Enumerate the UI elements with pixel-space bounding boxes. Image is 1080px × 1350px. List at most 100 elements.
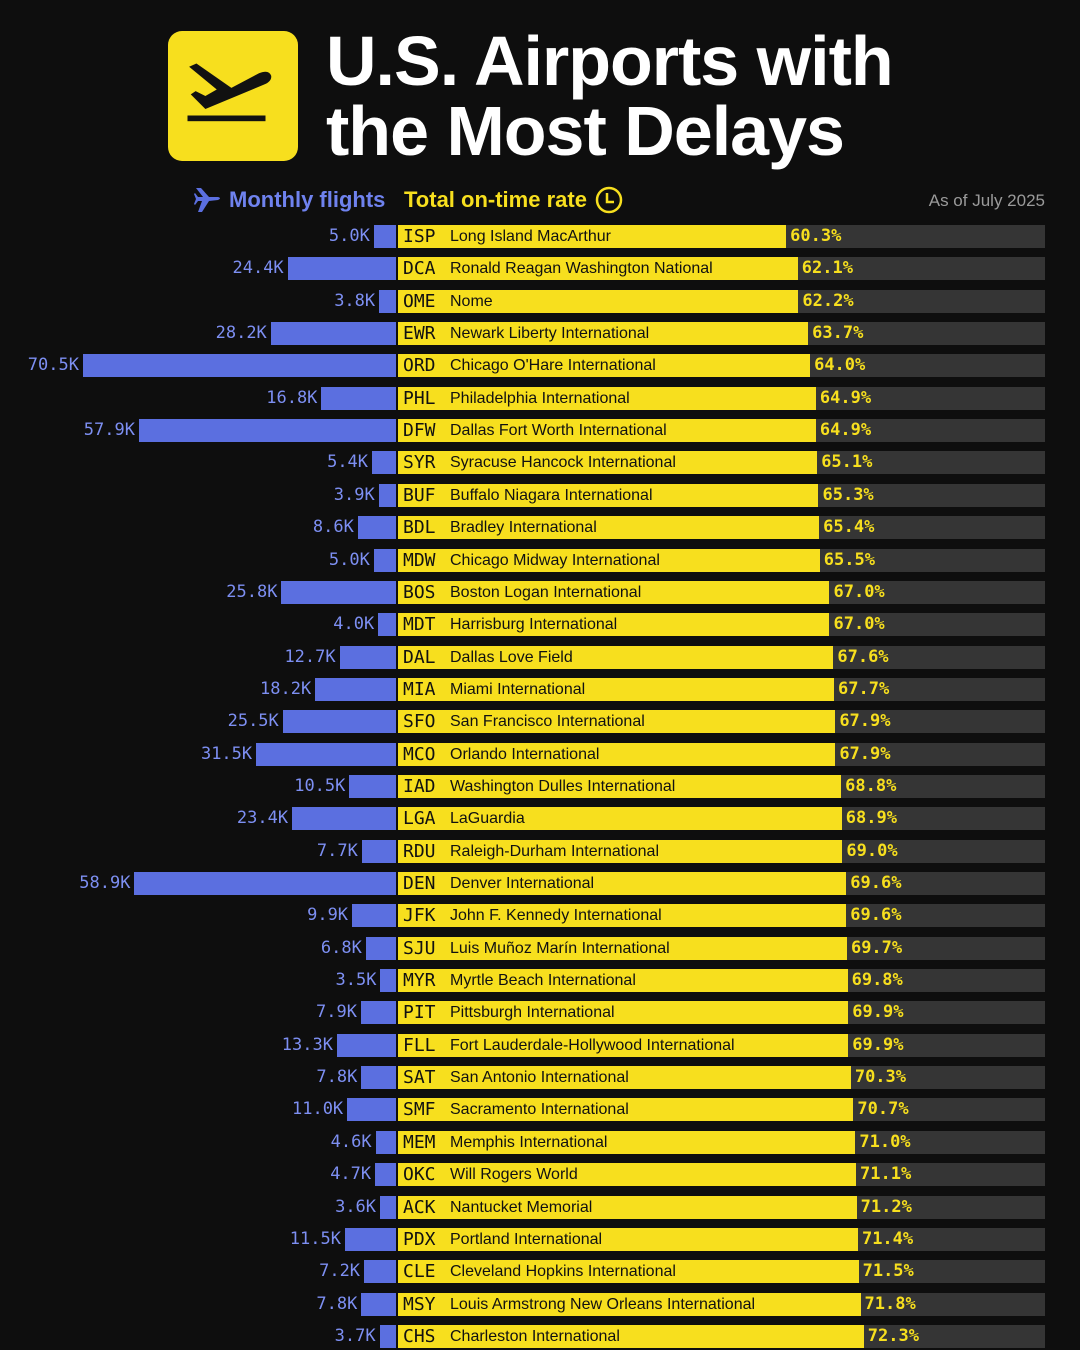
chart-row: 3.7K CHS Charleston International 72.3% bbox=[0, 1324, 1080, 1348]
flights-bar bbox=[361, 1066, 396, 1090]
airport-code: MDW bbox=[403, 549, 436, 571]
rate-value: 63.7% bbox=[812, 323, 864, 344]
airport-name: LaGuardia bbox=[450, 810, 525, 828]
chart-row: 3.5K MYR Myrtle Beach International 69.8% bbox=[0, 969, 1080, 993]
rate-bar bbox=[398, 774, 842, 798]
flights-bar bbox=[339, 645, 396, 669]
airport-code: SFO bbox=[403, 711, 436, 733]
flights-bar bbox=[378, 613, 396, 637]
rate-bar bbox=[398, 936, 847, 960]
rate-bar bbox=[398, 839, 843, 863]
flights-value: 25.8K bbox=[226, 581, 278, 602]
rate-value: 71.2% bbox=[860, 1196, 912, 1217]
rate-value: 62.1% bbox=[801, 258, 853, 279]
airport-name: San Antonio International bbox=[450, 1069, 629, 1087]
chart-row: 11.5K PDX Portland International 71.4% bbox=[0, 1227, 1080, 1251]
rate-bar bbox=[398, 516, 820, 540]
rate-value: 68.9% bbox=[845, 808, 897, 829]
chart-row: 8.6K BDL Bradley International 65.4% bbox=[0, 516, 1080, 540]
airport-code: ACK bbox=[403, 1196, 436, 1218]
flights-bar bbox=[373, 225, 396, 248]
departure-plane-icon bbox=[168, 31, 298, 161]
airport-name: Harrisburg International bbox=[450, 616, 618, 634]
airport-name: Long Island MacArthur bbox=[450, 228, 611, 245]
airport-code: SMF bbox=[403, 1099, 436, 1121]
flights-bar bbox=[379, 1324, 396, 1348]
airport-code: PIT bbox=[403, 1002, 436, 1024]
rate-bar bbox=[398, 451, 818, 475]
rate-bar bbox=[398, 548, 820, 572]
rate-value: 71.0% bbox=[859, 1131, 911, 1152]
chart-row: 7.8K MSY Louis Armstrong New Orleans Inter… bbox=[0, 1292, 1080, 1316]
rate-bar bbox=[398, 807, 842, 831]
flights-value: 8.6K bbox=[312, 517, 354, 538]
rate-value: 72.3% bbox=[867, 1325, 919, 1346]
rate-bar bbox=[398, 483, 819, 507]
chart-row: 4.6K MEM Memphis International 71.0% bbox=[0, 1130, 1080, 1154]
airport-name: Raleigh-Durham International bbox=[450, 842, 659, 860]
chart-row: 23.4K LGA LaGuardia 68.9% bbox=[0, 807, 1080, 831]
rate-bar bbox=[398, 386, 816, 410]
rate-value: 67.9% bbox=[839, 743, 891, 764]
flights-value: 3.7K bbox=[334, 1325, 376, 1346]
rate-value: 68.8% bbox=[845, 775, 897, 796]
airport-code: ORD bbox=[403, 355, 436, 377]
flights-value: 18.2K bbox=[260, 678, 312, 699]
flights-bar bbox=[380, 1195, 396, 1219]
plane-icon bbox=[194, 188, 220, 212]
legend-on-time-rate: Total on-time rate bbox=[404, 186, 623, 214]
chart-row: 16.8K PHL Philadelphia International 64.9% bbox=[0, 386, 1080, 410]
airport-name: Ronald Reagan Washington National bbox=[450, 260, 713, 278]
rate-value: 65.1% bbox=[821, 452, 873, 473]
flights-bar bbox=[282, 710, 396, 734]
rate-value: 67.6% bbox=[837, 646, 889, 667]
flights-value: 11.5K bbox=[289, 1228, 341, 1249]
chart-row: 5.0K MDW Chicago Midway International 65.5% bbox=[0, 548, 1080, 572]
airport-name: John F. Kennedy International bbox=[450, 907, 662, 925]
rate-value: 62.2% bbox=[802, 290, 854, 311]
airport-name: Nome bbox=[450, 292, 493, 310]
rate-bar bbox=[398, 613, 830, 637]
flights-bar bbox=[361, 1292, 396, 1316]
chart-row: 7.8K SAT San Antonio International 70.3% bbox=[0, 1066, 1080, 1090]
flights-value: 6.8K bbox=[320, 937, 362, 958]
rate-bar bbox=[398, 677, 835, 701]
flights-bar bbox=[380, 969, 396, 993]
airport-name: Luis Muñoz Marín International bbox=[450, 939, 670, 957]
airport-name: Pittsburgh International bbox=[450, 1004, 615, 1022]
flights-value: 70.5K bbox=[27, 355, 79, 376]
airport-code: RDU bbox=[403, 840, 436, 862]
chart-row: 6.8K SJU Luis Muñoz Marín International 69.… bbox=[0, 936, 1080, 960]
flights-bar bbox=[373, 548, 396, 572]
rate-value: 69.8% bbox=[851, 970, 903, 991]
flights-bar bbox=[321, 386, 396, 410]
airport-name: Will Rogers World bbox=[450, 1166, 578, 1184]
rate-bar bbox=[398, 257, 798, 281]
flights-value: 31.5K bbox=[200, 743, 253, 764]
rate-value: 70.3% bbox=[854, 1067, 907, 1088]
airport-name: Sacramento International bbox=[450, 1101, 629, 1119]
title-line-2: the Most Delays bbox=[326, 92, 845, 170]
airport-code: CHS bbox=[403, 1325, 436, 1347]
flights-bar bbox=[315, 677, 396, 701]
flights-bar bbox=[347, 1098, 396, 1122]
rate-bar bbox=[398, 580, 830, 604]
flights-bar bbox=[378, 483, 396, 507]
airport-code: FLL bbox=[403, 1034, 436, 1056]
chart-row: 9.9K JFK John F. Kennedy International 69.6… bbox=[0, 904, 1080, 928]
rate-bar bbox=[398, 1292, 861, 1316]
flights-value: 13.3K bbox=[281, 1034, 333, 1055]
rate-value: 69.6% bbox=[850, 873, 902, 893]
airport-name: Nantucket Memorial bbox=[450, 1198, 593, 1216]
airport-name: Orlando International bbox=[450, 745, 600, 763]
airport-code: OKC bbox=[403, 1164, 436, 1186]
airport-code: BOS bbox=[403, 581, 436, 603]
rate-value: 65.4% bbox=[823, 517, 875, 538]
flights-bar bbox=[375, 1130, 396, 1154]
rate-value: 65.3% bbox=[822, 484, 874, 505]
rate-value: 67.7% bbox=[838, 678, 890, 699]
airport-code: SAT bbox=[403, 1067, 436, 1089]
airport-name: Miami International bbox=[450, 680, 586, 698]
rate-bar bbox=[398, 1163, 857, 1187]
rate-value: 71.5% bbox=[862, 1261, 914, 1282]
